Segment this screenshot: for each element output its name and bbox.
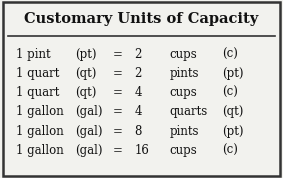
- Text: =: =: [113, 144, 122, 157]
- Text: (gal): (gal): [75, 105, 102, 119]
- Text: pints: pints: [170, 67, 199, 80]
- FancyBboxPatch shape: [3, 2, 280, 176]
- Text: 1 pint: 1 pint: [16, 48, 50, 61]
- Text: 1 quart: 1 quart: [16, 86, 59, 99]
- Text: 4: 4: [134, 86, 142, 99]
- Text: (gal): (gal): [75, 125, 102, 138]
- Text: 16: 16: [134, 144, 149, 157]
- Text: (c): (c): [222, 86, 238, 99]
- Text: =: =: [113, 105, 122, 119]
- Text: cups: cups: [170, 144, 198, 157]
- Text: (pt): (pt): [222, 125, 244, 138]
- Text: =: =: [113, 125, 122, 138]
- Text: =: =: [113, 48, 122, 61]
- Text: 1 quart: 1 quart: [16, 67, 59, 80]
- Text: 4: 4: [134, 105, 142, 119]
- Text: cups: cups: [170, 86, 198, 99]
- Text: 2: 2: [134, 48, 142, 61]
- Text: (qt): (qt): [75, 67, 97, 80]
- Text: (c): (c): [222, 48, 238, 61]
- Text: pints: pints: [170, 125, 199, 138]
- Text: (qt): (qt): [222, 105, 244, 119]
- Text: 1 gallon: 1 gallon: [16, 144, 63, 157]
- Text: quarts: quarts: [170, 105, 208, 119]
- Text: 1 gallon: 1 gallon: [16, 105, 63, 119]
- Text: 8: 8: [134, 125, 142, 138]
- Text: =: =: [113, 67, 122, 80]
- Text: (c): (c): [222, 144, 238, 157]
- Text: 1 gallon: 1 gallon: [16, 125, 63, 138]
- Text: Customary Units of Capacity: Customary Units of Capacity: [24, 12, 259, 26]
- Text: =: =: [113, 86, 122, 99]
- Text: (qt): (qt): [75, 86, 97, 99]
- Text: (pt): (pt): [222, 67, 244, 80]
- Text: 2: 2: [134, 67, 142, 80]
- Text: cups: cups: [170, 48, 198, 61]
- Text: (pt): (pt): [75, 48, 97, 61]
- Text: (gal): (gal): [75, 144, 102, 157]
